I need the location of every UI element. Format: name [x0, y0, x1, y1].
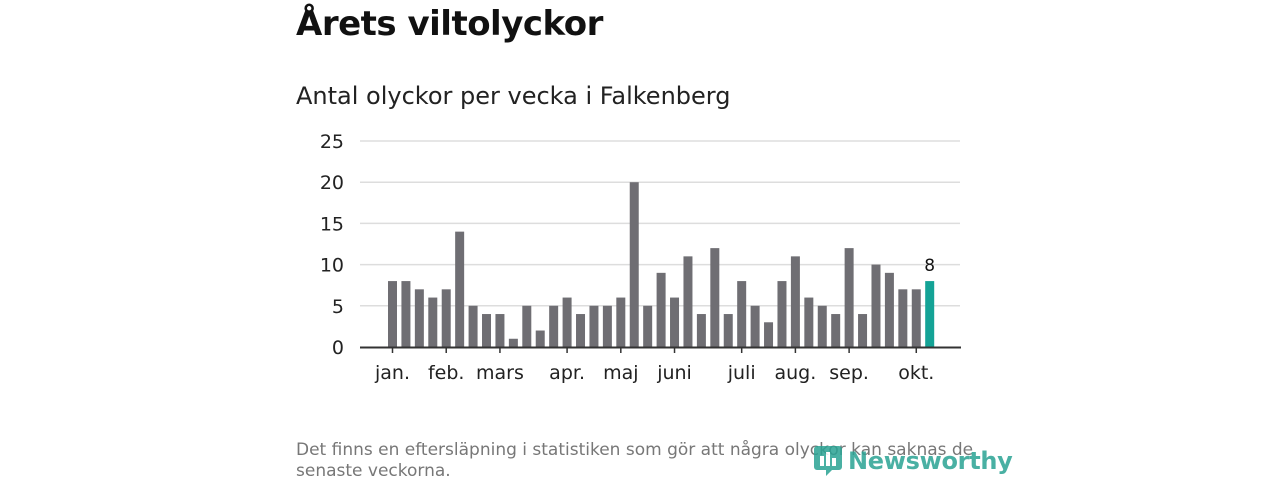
month-label: okt. — [898, 362, 934, 384]
bar — [898, 289, 908, 347]
bar — [414, 289, 424, 347]
bar — [629, 182, 639, 347]
chart-subtitle: Antal olyckor per vecka i Falkenberg — [296, 82, 731, 110]
bar — [401, 281, 411, 347]
bar — [428, 297, 438, 347]
bar-chart: 0 5 10 15 20 25 jan. feb. mars apr. maj juni juli au… — [320, 131, 961, 384]
bar — [616, 297, 626, 347]
bar — [817, 305, 827, 347]
bar — [441, 289, 451, 347]
logo-text: Newsworthy — [848, 447, 1013, 475]
bar — [723, 314, 733, 347]
month-label: mars — [476, 362, 524, 384]
bar — [576, 314, 586, 347]
bar — [831, 314, 841, 347]
bar — [468, 305, 478, 347]
month-label: feb. — [428, 362, 464, 384]
month-label: juni — [656, 362, 692, 384]
y-tick-label: 25 — [320, 131, 344, 153]
bar — [643, 305, 653, 347]
footnote: Det finns en eftersläpning i statistiken… — [296, 440, 974, 481]
bar — [549, 305, 559, 347]
data-labels: 8 — [924, 256, 935, 276]
month-label: sep. — [829, 362, 869, 384]
bar — [455, 231, 465, 347]
y-tick-label: 15 — [320, 213, 344, 235]
bar — [737, 281, 747, 347]
month-label: apr. — [549, 362, 585, 384]
bar — [777, 281, 787, 347]
y-tick-label: 10 — [320, 255, 344, 277]
chart-title: Årets viltolyckor — [296, 4, 603, 44]
bar — [790, 256, 800, 347]
highlight-value-label: 8 — [924, 256, 935, 276]
bar — [871, 264, 881, 347]
bar — [911, 289, 921, 347]
month-label: aug. — [775, 362, 817, 384]
newsworthy-logo: Newsworthy — [814, 444, 1013, 478]
y-axis-ticks: 0 5 10 15 20 25 — [320, 131, 344, 359]
bar — [589, 305, 599, 347]
bar — [683, 256, 693, 347]
bar — [764, 322, 774, 347]
bar — [508, 338, 518, 347]
bar — [522, 305, 532, 347]
bar — [602, 305, 612, 347]
bar — [884, 272, 894, 347]
bar — [858, 314, 868, 347]
y-tick-label: 20 — [320, 172, 344, 194]
bar — [656, 272, 666, 347]
bar — [710, 248, 720, 347]
y-tick-label: 0 — [332, 337, 344, 359]
bar — [670, 297, 680, 347]
bar — [388, 281, 397, 347]
bar — [562, 297, 572, 347]
month-label: jan. — [374, 362, 410, 384]
x-axis: jan. feb. mars apr. maj juni juli aug. sep. okt. — [360, 346, 961, 384]
month-label: maj — [603, 362, 638, 384]
bar-highlight — [925, 281, 935, 347]
newsworthy-logo-icon — [814, 446, 842, 476]
bars — [388, 182, 935, 347]
bar — [844, 248, 854, 347]
bar — [495, 314, 505, 347]
bar — [696, 314, 706, 347]
bar — [482, 314, 492, 347]
bar — [535, 330, 545, 347]
month-label: juli — [727, 362, 756, 384]
y-tick-label: 5 — [332, 296, 344, 318]
bar — [804, 297, 814, 347]
bar — [750, 305, 760, 347]
